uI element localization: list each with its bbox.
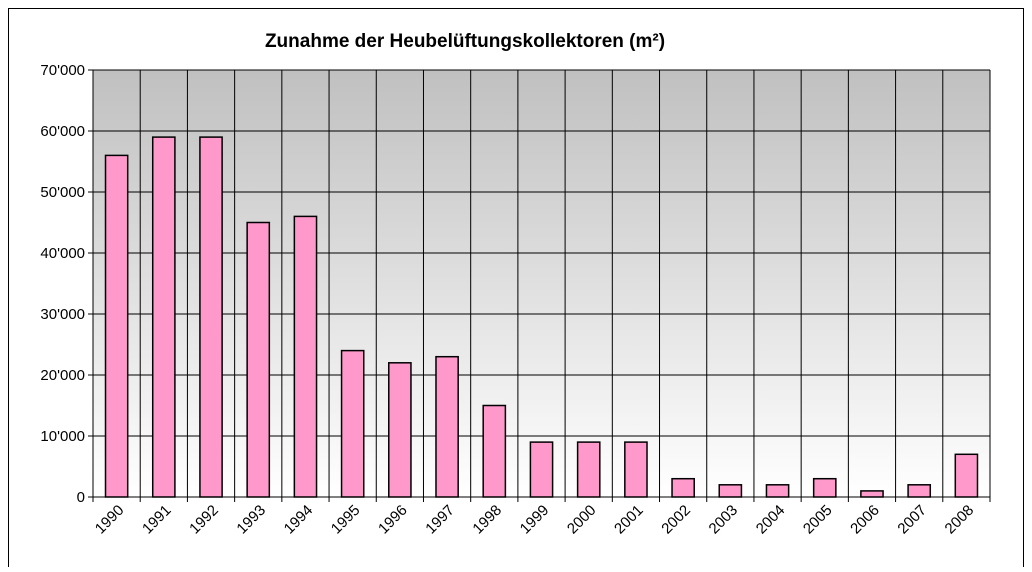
bar — [671, 477, 695, 498]
y-tick-label: 50'000 — [40, 184, 85, 201]
bar — [860, 490, 884, 498]
bar — [529, 441, 554, 498]
bar — [388, 362, 412, 498]
bar — [482, 404, 507, 498]
y-tick-label: 20'000 — [40, 367, 85, 384]
bar — [765, 484, 790, 498]
bar — [812, 477, 837, 498]
bar — [718, 484, 743, 498]
bar — [576, 441, 601, 498]
y-tick-label: 40'000 — [40, 245, 85, 262]
y-tick-label: 0 — [77, 489, 85, 506]
bar — [907, 484, 932, 498]
y-tick-label: 60'000 — [40, 123, 85, 140]
bar — [435, 355, 459, 498]
bar — [293, 215, 318, 498]
bar — [954, 453, 979, 498]
bar — [199, 136, 223, 498]
bar — [151, 136, 176, 498]
chart-title: Zunahme der Heubelüftungskollektoren (m²… — [265, 31, 665, 52]
bar — [340, 349, 365, 498]
y-tick-label: 30'000 — [40, 306, 85, 323]
bar — [246, 221, 271, 498]
plot-area — [93, 70, 990, 497]
y-tick-label: 70'000 — [40, 62, 85, 79]
y-tick-label: 10'000 — [40, 428, 85, 445]
bar — [624, 441, 648, 498]
bar — [104, 154, 129, 498]
